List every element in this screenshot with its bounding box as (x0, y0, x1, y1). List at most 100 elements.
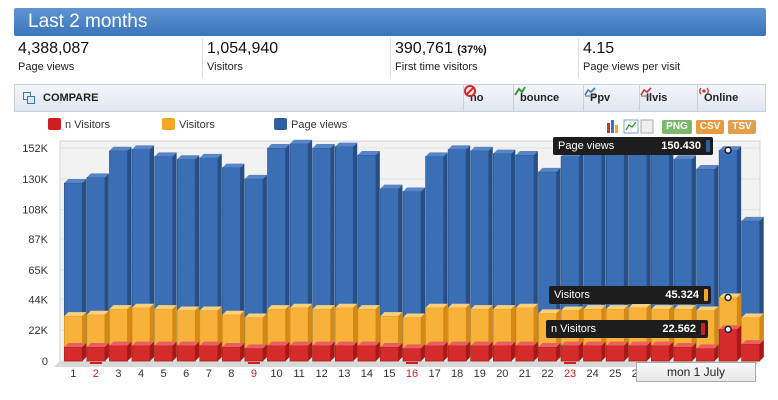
export-csv-button[interactable]: CSV (696, 120, 724, 134)
bar-n-visitors-top (267, 341, 290, 346)
bar-n-visitors (673, 346, 693, 362)
bar-n-visitors-side (579, 341, 584, 361)
bar-visitors-top (312, 305, 335, 310)
bar-page-views-top (448, 145, 471, 150)
bar-visitors-top (86, 310, 109, 315)
online-icon (699, 87, 709, 95)
bar-n-visitors-top (177, 341, 200, 346)
bar-visitors-top (403, 313, 425, 318)
bar-n-visitors-top (109, 341, 132, 346)
legend-page-views[interactable]: Page views (274, 118, 347, 131)
bar-n-visitors-top (222, 342, 245, 347)
chart-type-icons[interactable] (606, 118, 654, 134)
bar-n-visitors-side (172, 341, 177, 361)
compare-online-button[interactable]: Online (697, 85, 765, 111)
bar-n-visitors (289, 345, 309, 362)
bar-visitors-top (177, 306, 200, 311)
bar-n-visitors-side (262, 344, 267, 361)
legend-swatch (48, 118, 61, 130)
legend-label: Visitors (179, 119, 215, 131)
bar-n-visitors-top (154, 341, 177, 346)
legend-label: Page views (291, 119, 348, 131)
bar-n-visitors-top (335, 341, 358, 346)
bar-n-visitors-top (673, 342, 696, 347)
stat-label: Page views (18, 61, 75, 73)
bar-n-visitors-top (741, 340, 764, 345)
y-tick-label: 87K (28, 234, 48, 246)
bar-n-visitors-top (470, 341, 493, 346)
bar-n-visitors (402, 348, 422, 362)
bar-n-visitors (515, 345, 535, 362)
bar-n-visitors-top (86, 342, 109, 347)
compare-label: COMPARE (43, 92, 99, 104)
bar-n-visitors-top (425, 341, 448, 346)
bar-n-visitors-side (82, 342, 87, 361)
bar-n-visitors-side (104, 342, 109, 361)
bar-visitors-top (538, 309, 561, 314)
bar-n-visitors-side (714, 344, 719, 361)
bar-page-views-top (425, 152, 448, 157)
bar-n-visitors (741, 343, 761, 362)
bar-visitors-top (448, 303, 471, 308)
bar-visitors-top (267, 305, 290, 310)
bar-page-views-top (403, 187, 425, 192)
bar-visitors-top (583, 305, 606, 310)
bar-visitors-top (470, 305, 493, 310)
stat-page-views: 4,388,087 Page views (14, 38, 202, 78)
bar-page-views-top (741, 216, 764, 221)
bar-n-visitors (267, 345, 286, 362)
stat-value: 1,054,940 (207, 40, 279, 57)
y-tick-label: 130K (22, 174, 48, 186)
x-tick-label: 20 (496, 368, 508, 380)
stat-visitors: 1,054,940 Visitors (202, 38, 391, 78)
compare-ppv-label: Ppv (590, 92, 611, 104)
export-png-button[interactable]: PNG (662, 120, 692, 134)
x-tick-label: 2 (93, 368, 99, 380)
compare-bounce-button[interactable]: bounce (513, 85, 583, 111)
bar-visitors-top (561, 306, 584, 311)
export-tsv-button[interactable]: TSV (728, 120, 756, 134)
legend-swatch (274, 118, 287, 130)
x-tick-label: 4 (138, 368, 144, 380)
bar-n-visitors-top (132, 341, 155, 346)
bar-page-views-top (290, 139, 313, 144)
stat-label: First time visitors (395, 61, 478, 73)
bar-n-visitors-top (515, 341, 538, 346)
tooltip-color-bar (706, 140, 710, 152)
bar-n-visitors-side (466, 341, 471, 361)
bar-n-visitors-top (290, 341, 313, 346)
bar-n-visitors (63, 346, 83, 362)
tooltip-value: 45.324 (665, 289, 699, 301)
bar-n-visitors (651, 345, 670, 362)
x-tick-label: 14 (361, 368, 373, 380)
bar-visitors-top (651, 305, 674, 310)
y-tick-label: 22K (28, 325, 48, 337)
bar-n-visitors-top (357, 341, 380, 346)
bar-n-visitors (538, 346, 557, 362)
legend-n-visitors[interactable]: n Visitors (48, 118, 110, 131)
compare-ilvis-button[interactable]: Ilvis (639, 85, 697, 111)
stat-first-time-visitors: 390,761 (37%) First time visitors (390, 38, 579, 78)
tooltip-label: Visitors (554, 289, 590, 301)
bar-page-views-top (380, 184, 403, 189)
compare-ppv-button[interactable]: Ppv (583, 85, 639, 111)
bar-visitors-top (628, 303, 651, 308)
compare-online-label: Online (704, 92, 739, 104)
x-tick-label: 17 (428, 368, 440, 380)
y-tick-label: 152K (22, 143, 48, 155)
compare-no-button[interactable]: no (463, 85, 513, 111)
bar-n-visitors-top (538, 342, 561, 347)
bar-page-views-top (267, 144, 290, 149)
legend-swatch (162, 118, 175, 130)
bar-n-visitors (560, 345, 580, 362)
bar-n-visitors-top (199, 341, 222, 346)
bar-visitors-top (515, 303, 538, 308)
bar-page-views-top (538, 167, 561, 172)
x-tick-label: 3 (115, 368, 121, 380)
bar-n-visitors-side (330, 341, 335, 361)
x-tick-label: 8 (228, 368, 234, 380)
bar-n-visitors-top (561, 341, 584, 346)
legend-visitors[interactable]: Visitors (162, 118, 215, 131)
bar-n-visitors (470, 345, 490, 362)
bar-visitors-top (335, 303, 358, 308)
